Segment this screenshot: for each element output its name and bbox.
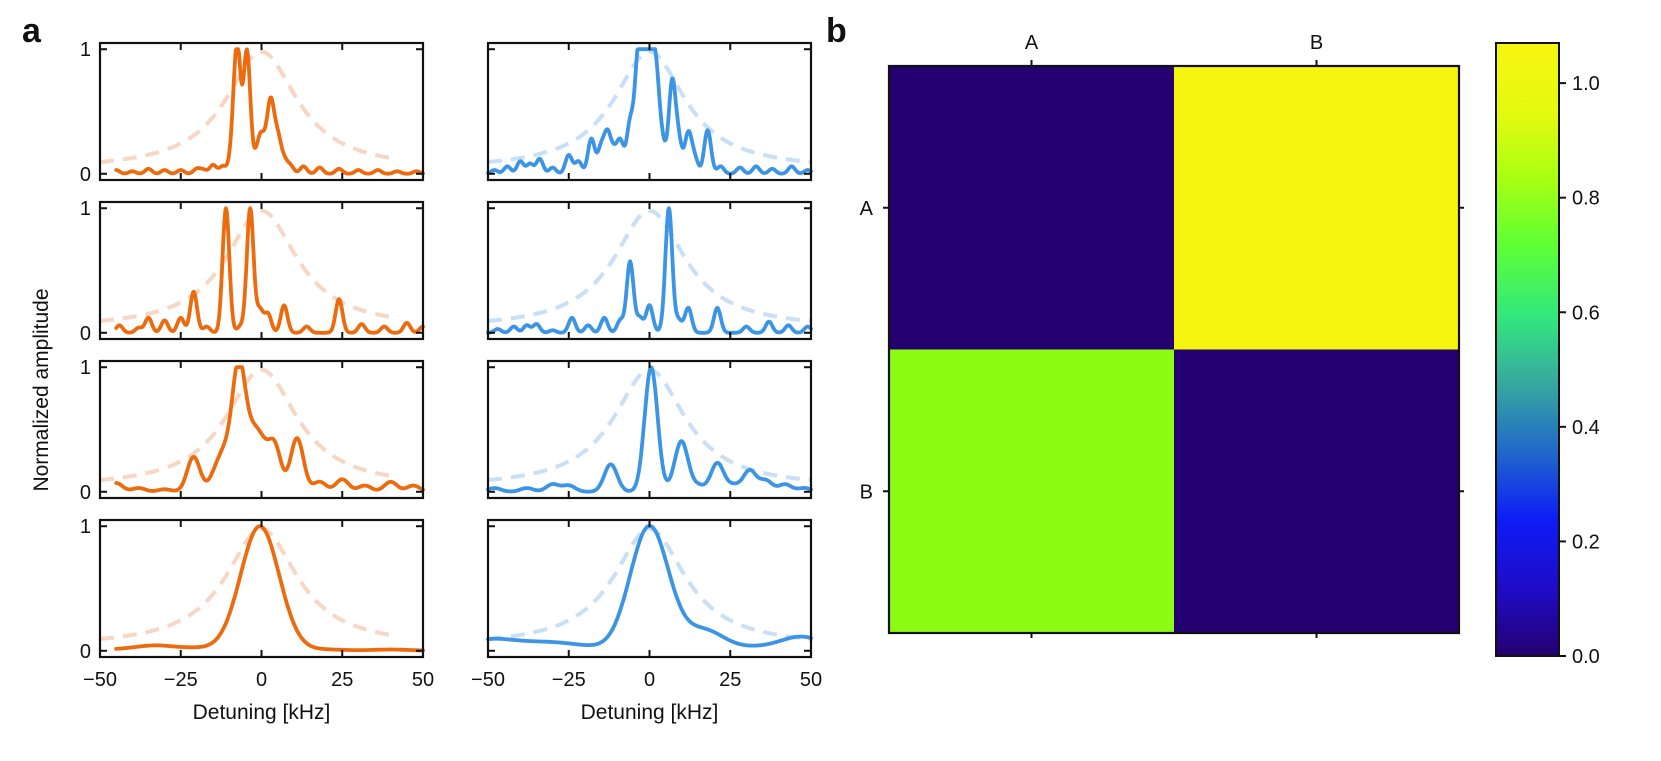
x-tick-label: 50 bbox=[800, 669, 822, 691]
subplot-frame bbox=[486, 518, 813, 659]
subplot-frame bbox=[98, 359, 425, 500]
subplot-left-row2: 01 bbox=[80, 198, 425, 345]
y-axis-title: Normalized amplitude bbox=[30, 288, 53, 491]
x-tick-label: −50 bbox=[471, 669, 505, 691]
x-tick-label: 0 bbox=[644, 669, 655, 691]
x-tick-label: −25 bbox=[552, 669, 586, 691]
reference-curve-left-row4 bbox=[99, 526, 391, 641]
spectrum-line-right-row2 bbox=[486, 206, 813, 335]
y-tick-label: 1 bbox=[80, 357, 91, 379]
x-tick-label: 50 bbox=[412, 669, 434, 691]
spectrum-line-left-row2 bbox=[114, 206, 425, 335]
heatmap-y-label: B bbox=[860, 481, 873, 503]
spectrum-line-left-row4 bbox=[114, 524, 425, 653]
subplot-left-row3: 01 bbox=[80, 357, 425, 504]
colorbar bbox=[1495, 42, 1560, 657]
x-tick-label: 0 bbox=[256, 669, 267, 691]
subplot-right-row4: −50 −25 0 25 50 Detuning [kHz] bbox=[471, 518, 822, 724]
reference-curve-right-row4 bbox=[487, 526, 812, 641]
reference-curve-right-row3 bbox=[487, 367, 812, 482]
subplot-frame bbox=[98, 518, 425, 659]
y-tick-label: 1 bbox=[80, 39, 91, 61]
subplot-right-row1 bbox=[486, 41, 813, 182]
heatmap-cell-A-B bbox=[1174, 66, 1459, 350]
colorbar-tick-label: 0.4 bbox=[1572, 417, 1600, 439]
heatmap-cell-B-B bbox=[1174, 349, 1459, 633]
colorbar-tick-label: 0.2 bbox=[1572, 531, 1600, 553]
y-tick-label: 1 bbox=[80, 516, 91, 538]
y-tick-label: 1 bbox=[80, 198, 91, 220]
y-tick-label: 0 bbox=[80, 482, 91, 504]
x-tick-label: 25 bbox=[719, 669, 741, 691]
x-axis-title-right: Detuning [kHz] bbox=[581, 701, 719, 724]
reference-curve-right-row1 bbox=[487, 49, 812, 164]
colorbar-tick-label: 0.8 bbox=[1572, 188, 1600, 210]
spectrum-line-right-row3 bbox=[486, 365, 813, 494]
spectrum-line-left-row3 bbox=[114, 365, 425, 493]
reference-curve-right-row2 bbox=[487, 208, 812, 323]
heatmap-x-label: B bbox=[1310, 32, 1323, 54]
heatmap-y-label: A bbox=[860, 198, 874, 220]
heatmap-frame bbox=[887, 64, 1461, 635]
x-tick-label: 25 bbox=[331, 669, 353, 691]
spectrum-line-right-row4 bbox=[486, 524, 813, 648]
y-tick-label: 0 bbox=[80, 641, 91, 663]
panel-label-b: b bbox=[826, 12, 847, 50]
colorbar-tick-label: 0.0 bbox=[1572, 646, 1600, 668]
subplot-left-row4: 0 1 −50 −25 0 25 50 Detuning [kHz] bbox=[80, 516, 434, 724]
panel-b-heatmap: A B A B 0.0 0.2 0.4 0.6 0.8 1.0 bbox=[860, 32, 1600, 668]
panel-label-a: a bbox=[22, 12, 42, 50]
x-tick-label: −50 bbox=[83, 669, 117, 691]
colorbar-tick-label: 1.0 bbox=[1572, 73, 1600, 95]
heatmap-cell-B-A bbox=[889, 349, 1174, 633]
y-tick-label: 0 bbox=[80, 323, 91, 345]
y-tick-label: 0 bbox=[80, 164, 91, 186]
subplot-right-row3 bbox=[486, 359, 813, 500]
spectrum-line-left-row1 bbox=[114, 47, 425, 176]
subplot-left-row1: 01 bbox=[80, 39, 425, 186]
subplot-right-row2 bbox=[486, 200, 813, 341]
subplot-frame bbox=[486, 200, 813, 341]
heatmap-x-label: A bbox=[1025, 32, 1039, 54]
x-tick-label: −25 bbox=[164, 669, 198, 691]
heatmap-cell-A-A bbox=[889, 66, 1174, 350]
x-axis-title-left: Detuning [kHz] bbox=[193, 701, 331, 724]
colorbar-tick-label: 0.6 bbox=[1572, 302, 1600, 324]
subplot-frame bbox=[98, 41, 425, 182]
